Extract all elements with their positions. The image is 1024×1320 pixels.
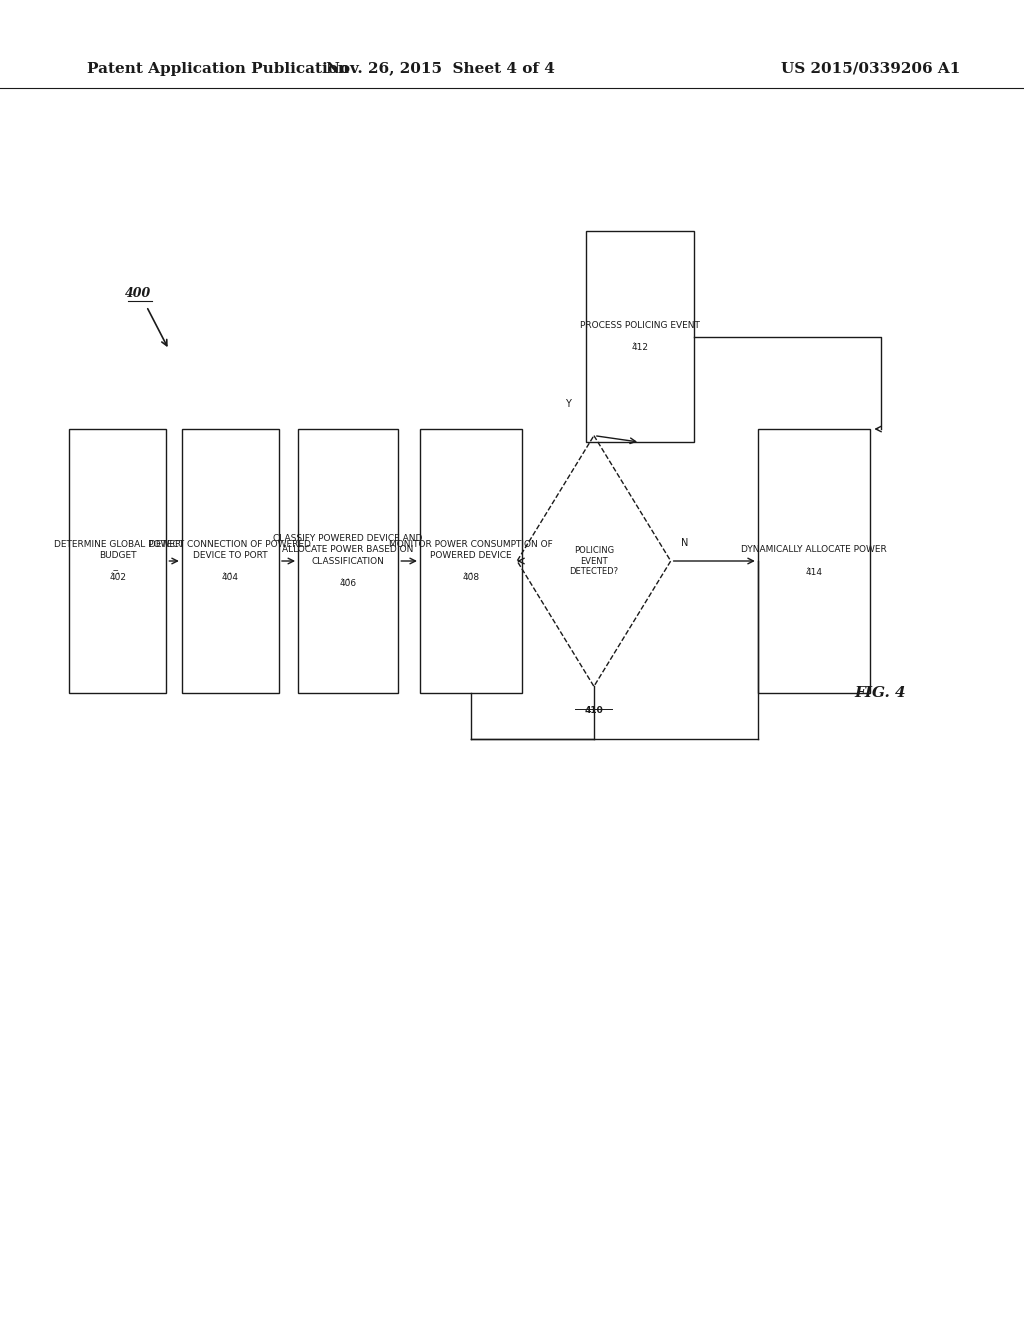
FancyBboxPatch shape [586,231,694,442]
Text: US 2015/0339206 A1: US 2015/0339206 A1 [780,62,961,75]
FancyBboxPatch shape [298,429,398,693]
Text: FIG. 4: FIG. 4 [855,686,906,700]
FancyBboxPatch shape [182,429,279,693]
Text: Nov. 26, 2015  Sheet 4 of 4: Nov. 26, 2015 Sheet 4 of 4 [326,62,555,75]
Text: 410: 410 [585,706,603,715]
Text: DETERMINE GLOBAL POWER
BUDGET
̲
4̂0̂2: DETERMINE GLOBAL POWER BUDGET ̲ 4̂0̂2 [54,540,181,582]
Text: CLASSIFY POWERED DEVICE AND
ALLOCATE POWER BASED ON
CLASSIFICATION

4̂0̂6: CLASSIFY POWERED DEVICE AND ALLOCATE POW… [273,535,423,587]
Text: N: N [681,537,688,548]
FancyBboxPatch shape [70,429,166,693]
FancyBboxPatch shape [420,429,522,693]
FancyBboxPatch shape [758,429,870,693]
Text: DETECT CONNECTION OF POWERED
DEVICE TO PORT

4̂0̂4: DETECT CONNECTION OF POWERED DEVICE TO P… [150,540,311,582]
Text: POLICING
EVENT
DETECTED?: POLICING EVENT DETECTED? [569,546,618,576]
Text: 400: 400 [125,286,152,300]
Text: Patent Application Publication: Patent Application Publication [87,62,349,75]
Text: MONITOR POWER CONSUMPTION OF
POWERED DEVICE

4̂0̂8: MONITOR POWER CONSUMPTION OF POWERED DEV… [389,540,553,582]
Text: PROCESS POLICING EVENT

4̂12: PROCESS POLICING EVENT 4̂12 [580,321,700,352]
Text: DYNAMICALLY ALLOCATE POWER

4̂14: DYNAMICALLY ALLOCATE POWER 4̂14 [741,545,887,577]
Text: Y: Y [565,399,571,409]
